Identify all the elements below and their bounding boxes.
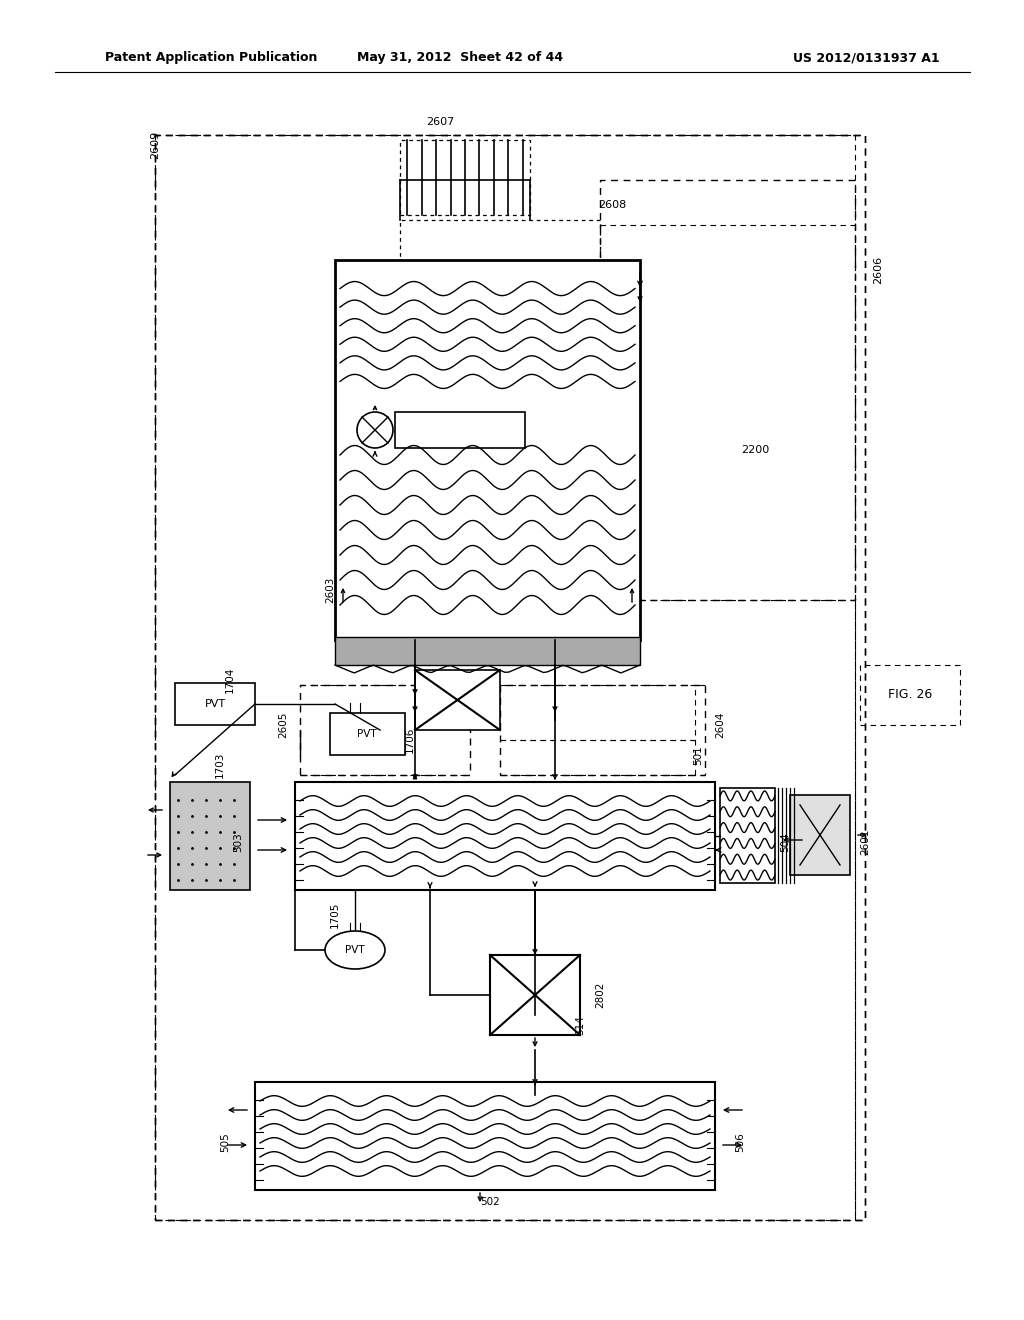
Ellipse shape [325,931,385,969]
Text: May 31, 2012  Sheet 42 of 44: May 31, 2012 Sheet 42 of 44 [357,51,563,65]
Bar [335,638,640,665]
Text: 2606: 2606 [873,256,883,284]
Bar [395,412,525,447]
Text: 514: 514 [575,1015,585,1035]
Bar [335,260,640,640]
Text: 1704: 1704 [225,667,234,693]
Text: 2604: 2604 [715,711,725,738]
Bar [720,788,775,883]
Text: 2603: 2603 [325,577,335,603]
Bar [600,180,855,601]
Bar [400,220,600,275]
Text: 1703: 1703 [215,752,225,779]
Text: 503: 503 [233,832,243,851]
Text: 501: 501 [693,744,703,764]
Bar [155,135,865,1220]
Bar [500,685,705,775]
Text: PVT: PVT [357,729,377,739]
Text: 2200: 2200 [741,445,769,455]
Text: 504: 504 [780,832,790,851]
Text: 2607: 2607 [426,117,454,127]
Bar [175,682,255,725]
Text: 2609: 2609 [150,131,160,160]
Bar [400,140,530,215]
Text: 2601: 2601 [860,829,870,855]
Text: 2802: 2802 [595,982,605,1008]
Bar [860,665,961,725]
Text: PVT: PVT [345,945,365,954]
Text: US 2012/0131937 A1: US 2012/0131937 A1 [794,51,940,65]
Text: FIG. 26: FIG. 26 [888,689,932,701]
Bar [490,954,580,1035]
Text: 2605: 2605 [278,711,288,738]
Text: 1705: 1705 [330,902,340,928]
Bar [790,795,850,875]
Bar [300,685,470,775]
Text: 502: 502 [480,1197,500,1206]
Bar [330,713,406,755]
Text: 505: 505 [220,1133,230,1152]
Text: Patent Application Publication: Patent Application Publication [105,51,317,65]
Bar [170,781,250,890]
Text: 2608: 2608 [598,201,626,210]
Bar [415,671,500,730]
Bar [295,781,715,890]
Bar [155,135,865,1220]
Text: 1706: 1706 [406,727,415,754]
Text: PVT: PVT [205,700,225,709]
Text: 506: 506 [735,1133,745,1152]
Bar [255,1082,715,1191]
